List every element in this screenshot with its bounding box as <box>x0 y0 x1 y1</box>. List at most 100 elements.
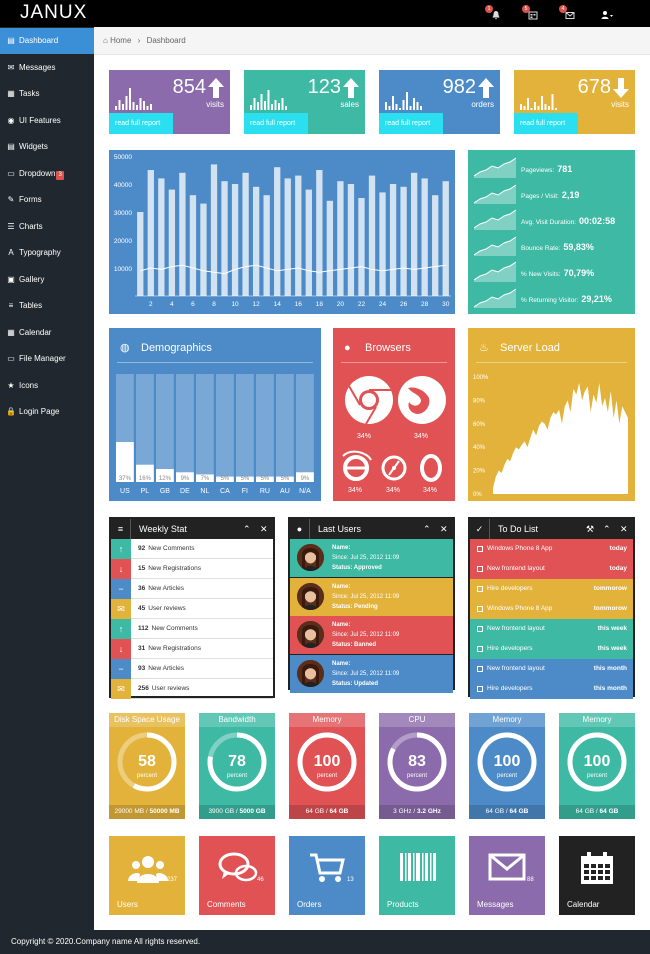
chevron-up-icon[interactable]: ⌃ <box>423 524 431 534</box>
gauge-ring <box>297 732 357 792</box>
todo-item[interactable]: New frontend layout this month <box>470 659 633 679</box>
sidebar-item-forms[interactable]: ✎ Forms <box>0 187 94 213</box>
sidebar-item-messages[interactable]: ✉ Messages <box>0 55 94 81</box>
close-icon[interactable]: ✕ <box>620 524 628 534</box>
breadcrumb-home[interactable]: Home <box>110 36 132 45</box>
tile-comments[interactable]: 46 Comments <box>199 836 275 915</box>
user-menu-icon[interactable] <box>600 8 614 22</box>
spark-bar <box>257 102 259 110</box>
ie-icon <box>342 450 372 481</box>
close-icon[interactable]: ✕ <box>260 524 268 534</box>
todo-item[interactable]: New frontend layout this week <box>470 619 633 639</box>
tile-users[interactable]: 237 Users <box>109 836 185 915</box>
close-icon[interactable]: ✕ <box>440 524 448 534</box>
todo-item[interactable]: Windows Phone 8 App tommorow <box>470 599 633 619</box>
sidebar-item-tables[interactable]: ≡ Tables <box>0 293 94 319</box>
todo-when: tommorow <box>593 605 627 612</box>
read-report-link[interactable]: read full report <box>244 113 308 134</box>
todo-item[interactable]: New frontend layout today <box>470 559 633 579</box>
sidebar-item-gallery[interactable]: ▣ Gallery <box>0 267 94 293</box>
sidebar-item-dashboard[interactable]: ▤ Dashboard <box>0 28 94 54</box>
avatar[interactable] <box>297 582 324 610</box>
user-row[interactable]: Name: Since: Jul 25, 2012 11:09 Status: Ba… <box>290 616 453 654</box>
tile-count: 13 <box>347 877 354 883</box>
user-since: Since: Jul 25, 2012 11:09 <box>332 555 400 561</box>
user-status: Status: Banned <box>332 642 377 648</box>
todo-checkbox[interactable] <box>477 626 483 632</box>
tile-calendar[interactable]: Calendar <box>559 836 635 915</box>
bell-icon[interactable]: 1 <box>485 5 503 22</box>
gauge-title: Memory <box>559 713 635 727</box>
sidebar-item-typography[interactable]: A Typography <box>0 240 94 266</box>
avatar[interactable] <box>297 621 324 648</box>
todo-item[interactable]: Hire developers this month <box>470 679 633 699</box>
demo-bar-bg <box>296 374 314 482</box>
gauge-unit: percent <box>496 773 517 779</box>
tasks-icon[interactable]: 5 <box>522 5 540 22</box>
demo-country-label: FI <box>242 488 248 495</box>
spark-bar <box>409 106 412 110</box>
home-icon[interactable]: ⌂ <box>103 36 108 45</box>
chevron-up-icon[interactable]: ⌃ <box>243 524 251 534</box>
todo-when: this month <box>593 665 627 672</box>
gauge-ring <box>477 732 537 792</box>
sidebar-item-ui-features[interactable]: ◉ UI Features <box>0 108 94 134</box>
tile-products[interactable]: Products <box>379 836 455 915</box>
avatar[interactable] <box>297 659 324 687</box>
todo-checkbox[interactable] <box>477 606 483 612</box>
avatar[interactable] <box>297 544 324 571</box>
user-since: Since: Jul 25, 2012 11:09 <box>332 670 400 677</box>
tile-messages[interactable]: 88 Messages <box>469 836 545 915</box>
todo-item[interactable]: Hire developers tommorow <box>470 579 633 599</box>
gauge-ring <box>567 732 627 792</box>
chevron-up-icon[interactable]: ⌃ <box>603 524 611 534</box>
todo-checkbox[interactable] <box>477 646 483 652</box>
sidebar-item-login-page[interactable]: 🔒 Login Page <box>0 399 94 425</box>
envelope-icon[interactable]: 4 <box>559 5 577 22</box>
x-tick-label: 28 <box>421 301 429 308</box>
read-report-link[interactable]: read full report <box>109 113 173 134</box>
stat-box[interactable]: 123 sales read full report <box>244 70 365 134</box>
todo-item[interactable]: Windows Phone 8 App today <box>470 539 633 559</box>
browser-pct-firefox: 34% <box>414 433 429 440</box>
spark-bar <box>115 106 117 110</box>
todo-checkbox[interactable] <box>477 666 483 672</box>
spark-bar <box>281 98 284 110</box>
todo-checkbox[interactable] <box>477 686 483 692</box>
sidebar-item-charts[interactable]: ☰ Charts <box>0 214 94 240</box>
read-report-link[interactable]: read full report <box>514 113 578 134</box>
x-tick-label: 20 <box>337 301 345 308</box>
stat-box[interactable]: 678 visits read full report <box>514 70 635 134</box>
sidebar-item-label: Forms <box>19 195 42 204</box>
visit-stat-value: 781 <box>557 164 573 174</box>
weekly-stat-number: 112 <box>138 625 149 632</box>
user-row[interactable]: Name: Since: Jul 25, 2012 11:09 Status: Ap… <box>290 539 453 577</box>
sidebar-item-widgets[interactable]: ▤ Widgets <box>0 134 94 160</box>
app-logo[interactable]: JANUX <box>20 2 88 23</box>
demographics-chart: 37% US 16% PL 12% GB 9% DE 7% NL 5% CA 5% FI 5% RU 5% AU 9… <box>116 374 314 495</box>
x-tick-label: 22 <box>358 301 366 308</box>
sidebar-item-file-manager[interactable]: ▭ File Manager <box>0 346 94 372</box>
user-row[interactable]: Name: Since: Jul 25, 2012 11:09 Status: Up… <box>290 654 453 693</box>
read-report-link[interactable]: read full report <box>379 113 443 134</box>
browser-pct-safari: 34% <box>386 487 401 494</box>
todo-checkbox[interactable] <box>477 546 483 552</box>
weekly-stat-row: ↓ 31 New Registrations <box>111 639 273 659</box>
todo-checkbox[interactable] <box>477 586 483 592</box>
sidebar-item-icons[interactable]: ★ Icons <box>0 373 94 399</box>
user-row[interactable]: Name: Since: Jul 25, 2012 11:09 Status: Pe… <box>290 577 453 616</box>
todo-item[interactable]: Hire developers this week <box>470 639 633 659</box>
weekly-stat-row: −93 New Articles <box>111 659 273 679</box>
tile-orders[interactable]: 13 Orders <box>289 836 365 915</box>
wrench-icon[interactable]: ⚒ <box>586 524 595 534</box>
user-name: Name: <box>332 622 351 628</box>
sidebar <box>0 27 94 930</box>
todo-when: this week <box>597 625 627 632</box>
todo-checkbox[interactable] <box>477 566 483 572</box>
stat-box[interactable]: 854 visits read full report <box>109 70 230 134</box>
sidebar-item-dropdown[interactable]: ▭ Dropdown 3 <box>0 161 94 187</box>
sidebar-item-calendar[interactable]: ▦ Calendar <box>0 320 94 346</box>
sidebar-item-tasks[interactable]: ▦ Tasks <box>0 81 94 107</box>
chrome-icon <box>345 376 393 425</box>
stat-box[interactable]: 982 orders read full report <box>379 70 500 134</box>
